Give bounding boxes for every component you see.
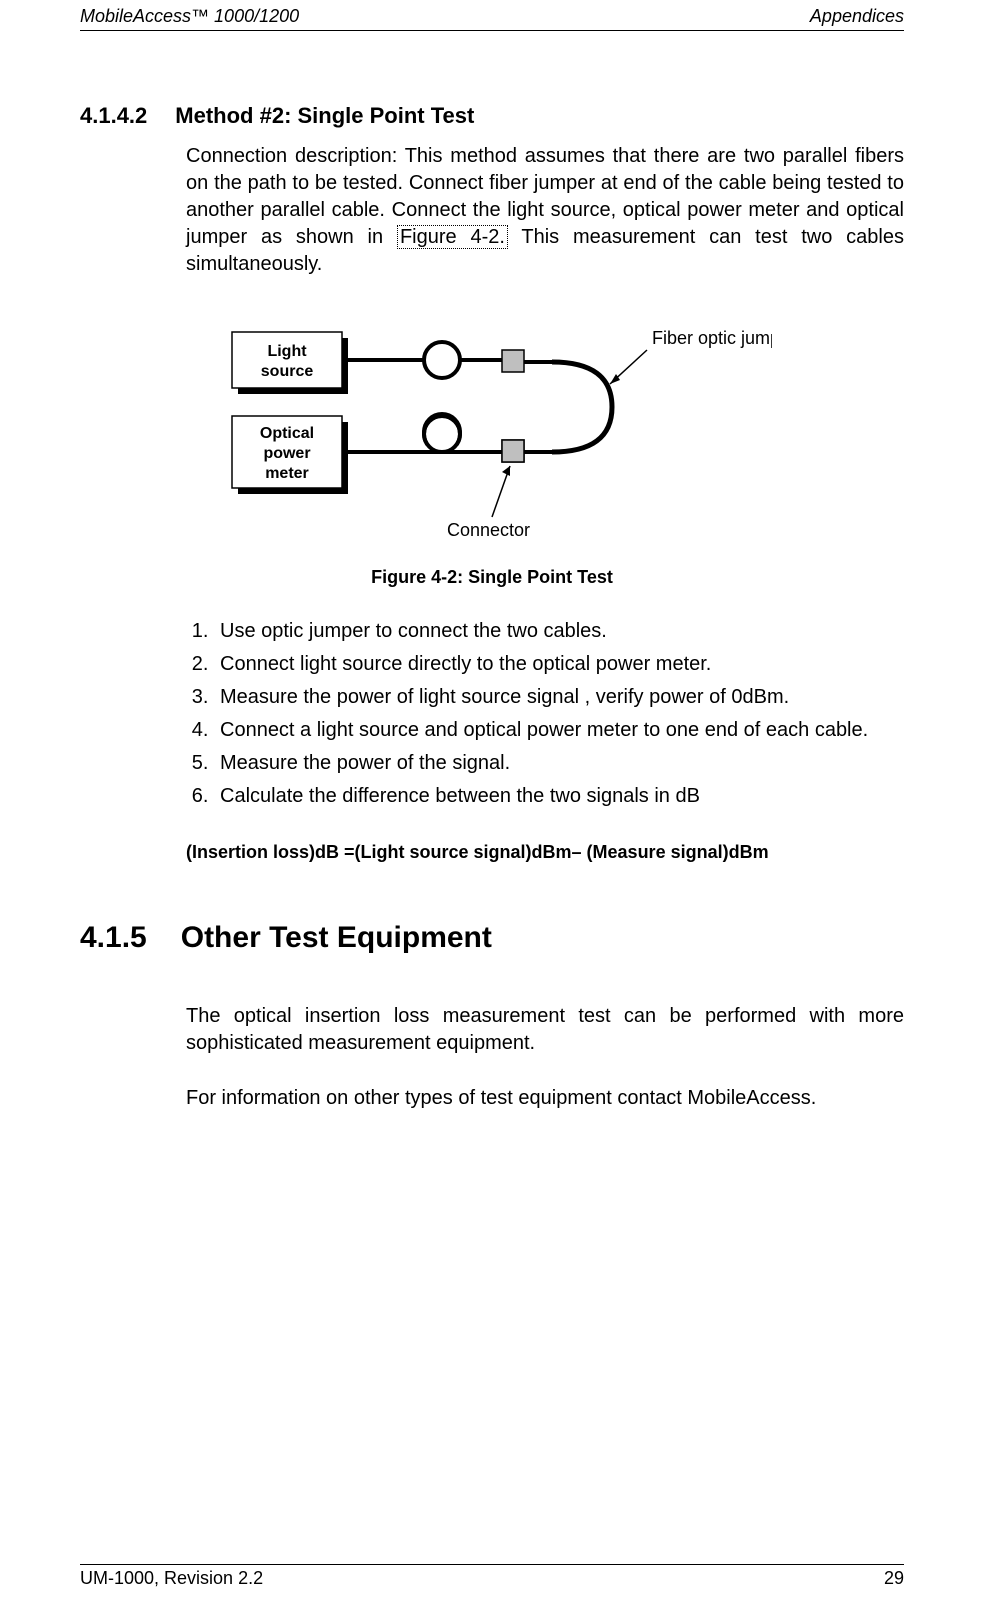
svg-text:power: power bbox=[263, 445, 310, 462]
section2-number: 4.1.5 bbox=[80, 921, 147, 955]
section-heading-415: 4.1.5 Other Test Equipment bbox=[80, 921, 904, 955]
figure-svg: Light source Optical power meter bbox=[212, 322, 772, 552]
step-6: Calculate the difference between the two… bbox=[214, 785, 904, 808]
header-right: Appendices bbox=[810, 6, 904, 27]
section-heading-41412: 4.1.4.2 Method #2: Single Point Test bbox=[80, 103, 904, 129]
page-header: MobileAccess™ 1000/1200 Appendices bbox=[80, 0, 904, 31]
section1-paragraph: Connection description: This method assu… bbox=[186, 143, 904, 278]
svg-text:source: source bbox=[261, 363, 314, 380]
step-3: Measure the power of light source signal… bbox=[214, 686, 904, 709]
figure-4-2: Light source Optical power meter bbox=[212, 322, 772, 588]
step-1: Use optic jumper to connect the two cabl… bbox=[214, 620, 904, 643]
header-left: MobileAccess™ 1000/1200 bbox=[80, 6, 299, 27]
step-2: Connect light source directly to the opt… bbox=[214, 653, 904, 676]
page-footer: UM-1000, Revision 2.2 29 bbox=[80, 1564, 904, 1589]
step-5: Measure the power of the signal. bbox=[214, 752, 904, 775]
section2-p1: The optical insertion loss measurement t… bbox=[186, 1003, 904, 1057]
section-number: 4.1.4.2 bbox=[80, 103, 147, 129]
svg-text:meter: meter bbox=[265, 465, 309, 482]
figure-caption: Figure 4-2: Single Point Test bbox=[212, 567, 772, 588]
insertion-loss-formula: (Insertion loss)dB =(Light source signal… bbox=[186, 842, 904, 863]
svg-text:Optical: Optical bbox=[260, 425, 314, 442]
footer-right: 29 bbox=[884, 1568, 904, 1589]
step-4: Connect a light source and optical power… bbox=[214, 719, 904, 742]
svg-text:Fiber optic jumper: Fiber optic jumper bbox=[652, 328, 772, 348]
section2-title: Other Test Equipment bbox=[181, 921, 492, 955]
figure-crossref-link[interactable]: Figure 4-2. bbox=[397, 225, 508, 249]
steps-list: Use optic jumper to connect the two cabl… bbox=[214, 620, 904, 808]
section-title: Method #2: Single Point Test bbox=[175, 103, 474, 129]
svg-text:Light: Light bbox=[267, 343, 307, 360]
footer-left: UM-1000, Revision 2.2 bbox=[80, 1568, 263, 1589]
section2-p2: For information on other types of test e… bbox=[186, 1085, 904, 1112]
svg-text:Connector: Connector bbox=[447, 520, 530, 540]
